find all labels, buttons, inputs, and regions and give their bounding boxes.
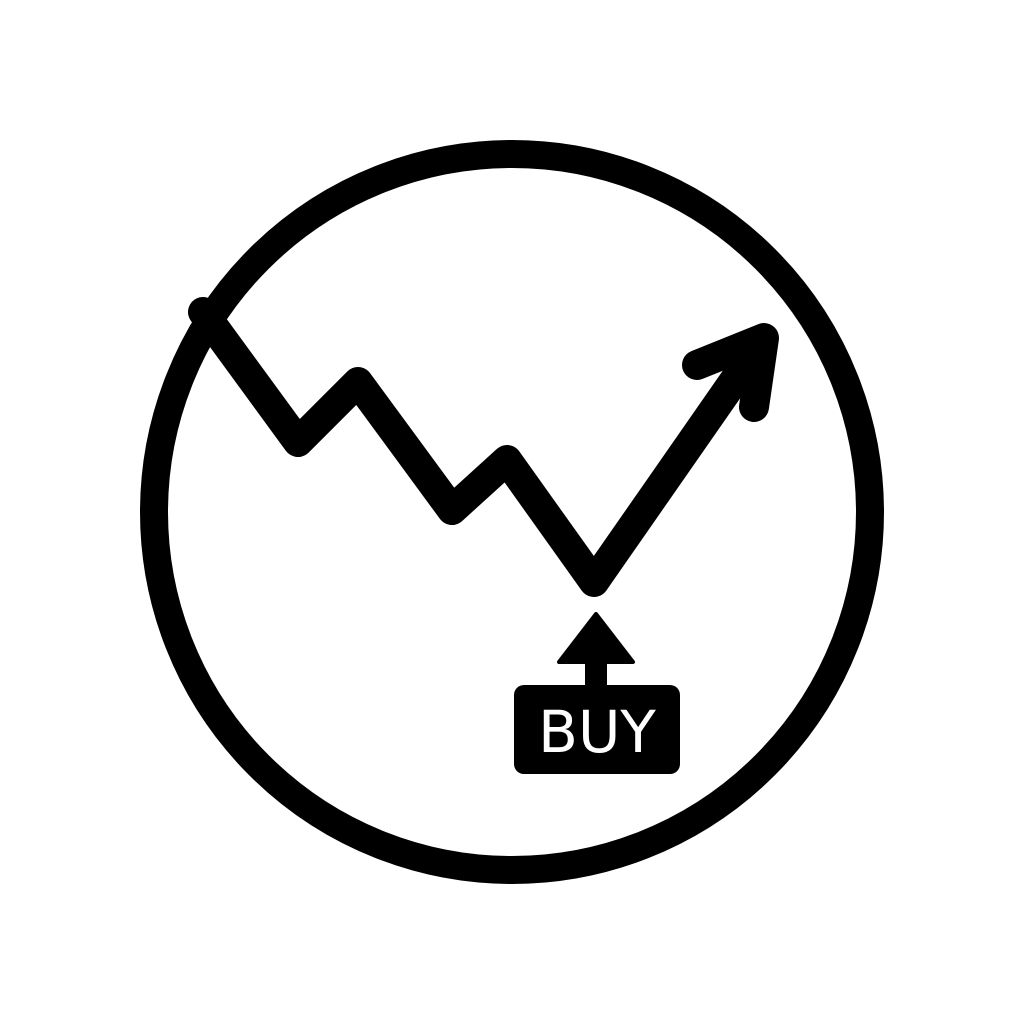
buy-pointer-arrow-icon <box>557 612 635 692</box>
trend-line <box>188 297 767 597</box>
buy-badge-label: BUY <box>538 698 656 766</box>
buy-badge <box>514 685 680 774</box>
outer-circle <box>140 140 884 884</box>
trend-arrowhead-icon <box>682 323 779 422</box>
